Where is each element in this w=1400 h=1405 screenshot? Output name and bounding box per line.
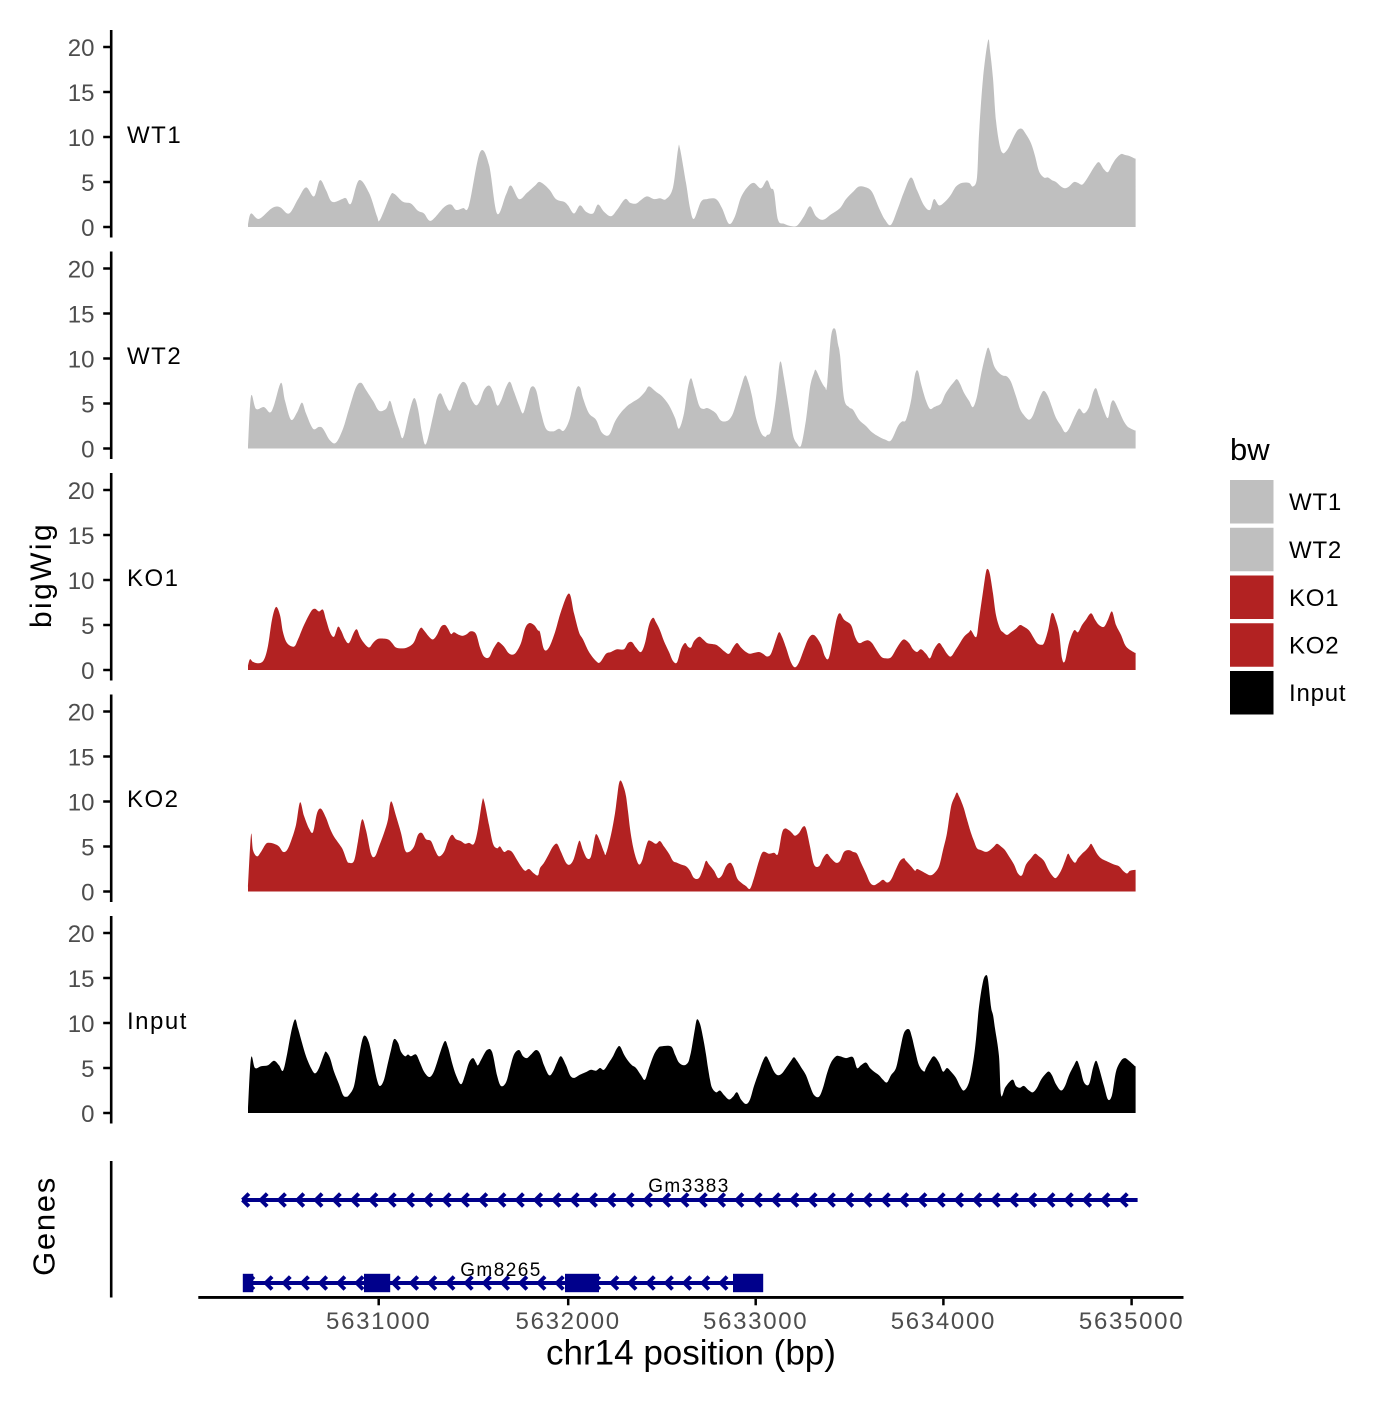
svg-text:10: 10 <box>68 347 95 374</box>
svg-text:Gm8265: Gm8265 <box>460 1260 542 1281</box>
svg-text:10: 10 <box>68 125 95 152</box>
svg-text:WT1: WT1 <box>127 122 182 149</box>
svg-text:10: 10 <box>68 568 95 595</box>
svg-text:5: 5 <box>81 613 94 640</box>
svg-text:bigWig: bigWig <box>25 522 58 628</box>
svg-text:0: 0 <box>81 880 94 907</box>
svg-text:KO2: KO2 <box>127 786 180 813</box>
svg-text:0: 0 <box>81 437 94 464</box>
svg-text:5633000: 5633000 <box>703 1308 808 1335</box>
svg-text:15: 15 <box>68 523 95 550</box>
svg-text:15: 15 <box>68 302 95 329</box>
svg-text:20: 20 <box>68 700 95 727</box>
svg-text:20: 20 <box>68 35 95 62</box>
svg-text:20: 20 <box>68 257 95 284</box>
svg-text:5: 5 <box>81 170 94 197</box>
svg-text:WT1: WT1 <box>1289 489 1342 516</box>
svg-text:15: 15 <box>68 80 95 107</box>
svg-text:0: 0 <box>81 215 94 242</box>
svg-text:Genes: Genes <box>26 1176 61 1276</box>
svg-text:KO1: KO1 <box>127 565 180 592</box>
svg-text:bw: bw <box>1230 432 1270 467</box>
svg-text:Gm3383: Gm3383 <box>648 1176 730 1197</box>
svg-text:Input: Input <box>1289 680 1346 707</box>
svg-text:Input: Input <box>127 1008 188 1035</box>
svg-text:5: 5 <box>81 392 94 419</box>
svg-text:KO1: KO1 <box>1289 585 1339 612</box>
svg-text:5: 5 <box>81 1056 94 1083</box>
svg-text:WT2: WT2 <box>1289 537 1342 564</box>
svg-text:0: 0 <box>81 658 94 685</box>
svg-text:WT2: WT2 <box>127 343 182 370</box>
svg-text:15: 15 <box>68 966 95 993</box>
svg-text:10: 10 <box>68 1011 95 1038</box>
svg-text:5: 5 <box>81 835 94 862</box>
svg-text:5635000: 5635000 <box>1079 1308 1184 1335</box>
svg-text:KO2: KO2 <box>1289 633 1339 660</box>
svg-text:15: 15 <box>68 745 95 772</box>
svg-text:20: 20 <box>68 478 95 505</box>
svg-text:20: 20 <box>68 921 95 948</box>
svg-text:5634000: 5634000 <box>891 1308 996 1335</box>
svg-text:chr14 position (bp): chr14 position (bp) <box>546 1334 836 1373</box>
svg-text:10: 10 <box>68 790 95 817</box>
svg-text:5631000: 5631000 <box>326 1308 431 1335</box>
svg-text:5632000: 5632000 <box>516 1308 621 1335</box>
svg-text:0: 0 <box>81 1101 94 1128</box>
